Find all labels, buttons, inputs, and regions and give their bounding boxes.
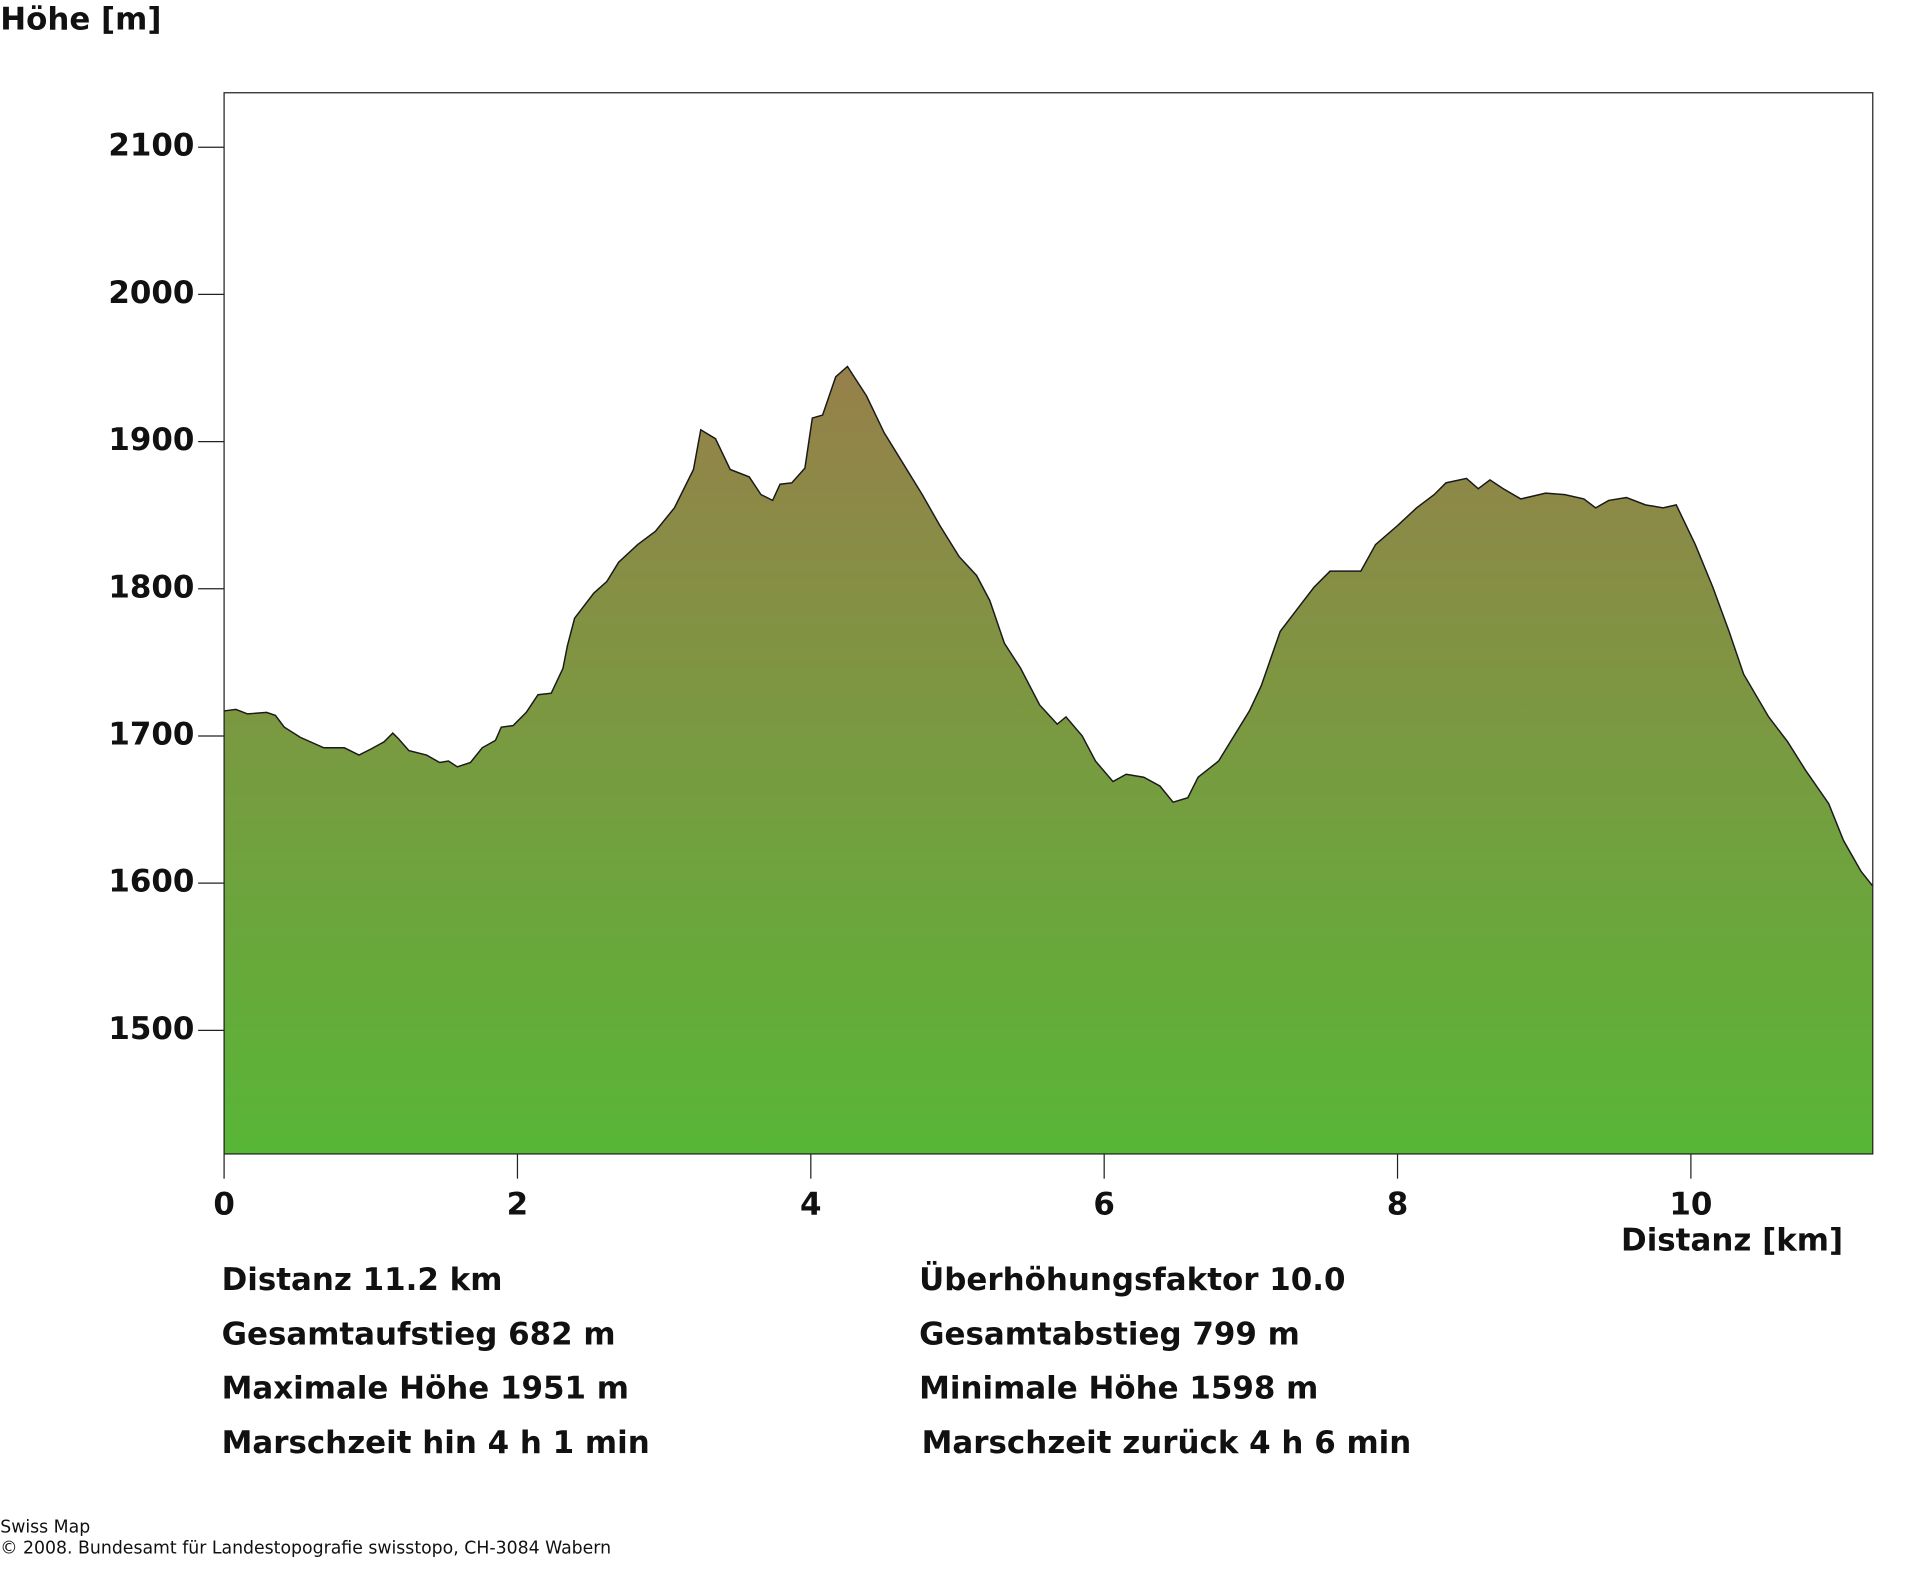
x-tick-label: 10 <box>1669 1186 1712 1222</box>
x-axis-label: Distanz [km] <box>1621 1222 1843 1258</box>
x-tick-label: 8 <box>1387 1186 1409 1222</box>
y-tick-label: 1700 <box>108 716 194 752</box>
summary-text: Gesamtabstieg 799 m <box>919 1316 1300 1352</box>
y-tick-label: 2000 <box>108 275 194 311</box>
footer-text: © 2008. Bundesamt für Landestopografie s… <box>0 1539 611 1559</box>
summary-text: Überhöhungsfaktor 10.0 <box>919 1261 1345 1298</box>
summary-text: Minimale Höhe 1598 m <box>919 1371 1318 1407</box>
x-tick-label: 0 <box>213 1186 235 1222</box>
y-tick-label: 1800 <box>108 569 194 605</box>
footer-text: Swiss Map <box>0 1517 90 1537</box>
y-tick-label: 2100 <box>108 128 194 164</box>
x-tick-label: 6 <box>1093 1186 1115 1222</box>
summary-text: Maximale Höhe 1951 m <box>222 1371 629 1407</box>
elevation-area <box>224 366 1873 1154</box>
y-tick-label: 1600 <box>108 864 194 900</box>
summary-text: Marschzeit zurück 4 h 6 min <box>922 1425 1412 1461</box>
elevation-line <box>223 365 1874 887</box>
y-axis-label: Höhe [m] <box>0 2 161 38</box>
plot-frame <box>223 92 1874 1155</box>
summary-text: Marschzeit hin 4 h 1 min <box>222 1425 650 1461</box>
x-tick-label: 2 <box>507 1186 529 1222</box>
y-tick-label: 1500 <box>108 1011 194 1047</box>
x-tick-label: 4 <box>800 1186 822 1222</box>
y-tick-label: 1900 <box>108 422 194 458</box>
summary-text: Distanz 11.2 km <box>222 1262 503 1298</box>
summary-text: Gesamtaufstieg 682 m <box>222 1316 616 1352</box>
